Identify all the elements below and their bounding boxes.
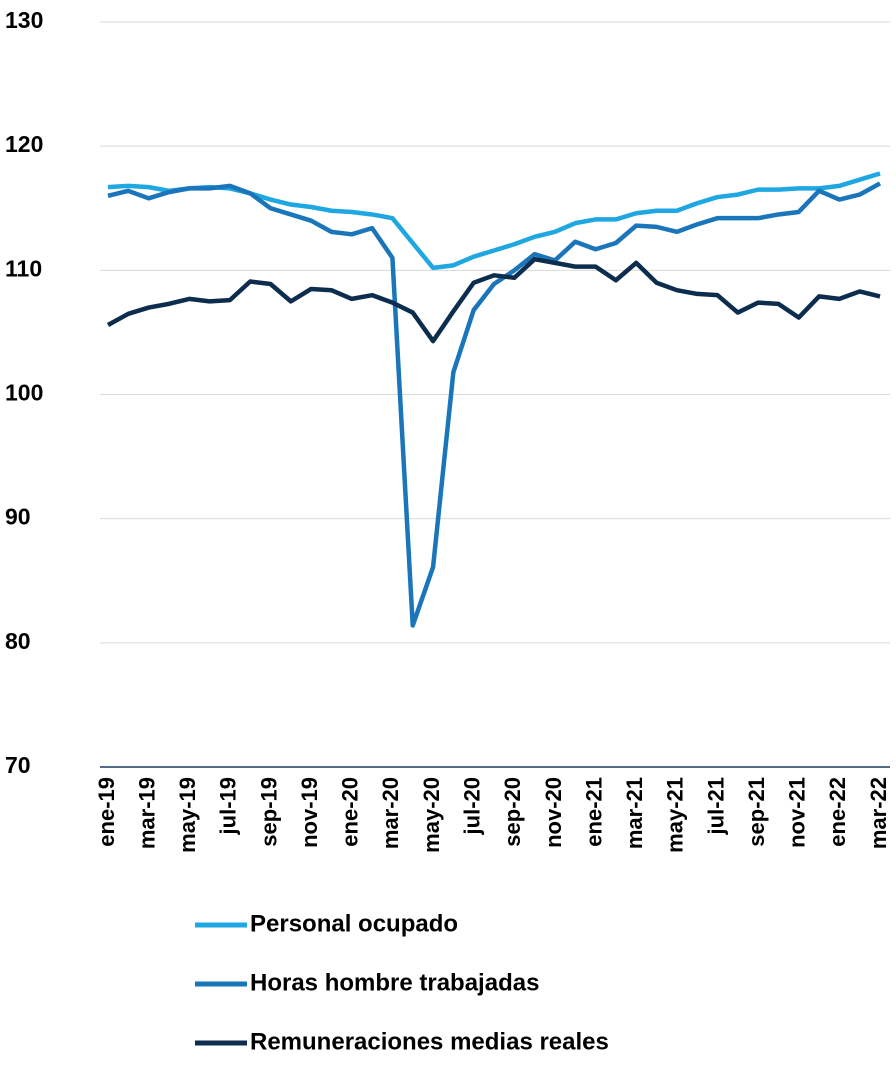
x-tick-label: ene-22	[825, 777, 850, 847]
x-tick-label: mar-21	[622, 777, 647, 849]
y-tick-label: 90	[5, 504, 31, 530]
x-tick-label: may-19	[175, 777, 200, 853]
x-tick-label: may-20	[419, 777, 444, 853]
x-tick-label: jul-19	[216, 777, 241, 835]
x-tick-label: sep-21	[744, 777, 769, 847]
x-tick-label: mar-20	[378, 777, 403, 849]
y-tick-label: 70	[5, 752, 31, 778]
y-tick-label: 110	[5, 255, 42, 281]
legend-label: Remuneraciones medias reales	[250, 1028, 609, 1055]
y-tick-label: 120	[5, 131, 43, 157]
y-tick-label: 100	[5, 380, 43, 406]
x-tick-label: ene-21	[581, 777, 606, 847]
series-line	[107, 181, 882, 628]
x-tick-label: ene-20	[338, 777, 363, 847]
x-tick-label: nov-21	[785, 777, 810, 848]
x-tick-label: jul-21	[703, 777, 728, 835]
x-tick-label: mar-19	[134, 777, 159, 849]
x-tick-label: mar-22	[866, 777, 891, 849]
series-line	[106, 256, 881, 344]
legend-label: Horas hombre trabajadas	[250, 969, 539, 996]
y-tick-label: 130	[5, 7, 43, 33]
x-tick-label: nov-19	[297, 777, 322, 848]
x-tick-label: ene-19	[94, 777, 119, 847]
x-tick-label: sep-20	[500, 777, 525, 847]
x-tick-label: may-21	[663, 777, 688, 853]
x-tick-label: nov-20	[541, 777, 566, 848]
x-tick-label: sep-19	[256, 777, 281, 847]
x-tick-label: jul-20	[459, 777, 484, 835]
y-tick-label: 80	[5, 628, 31, 654]
legend-label: Personal ocupado	[250, 910, 458, 937]
